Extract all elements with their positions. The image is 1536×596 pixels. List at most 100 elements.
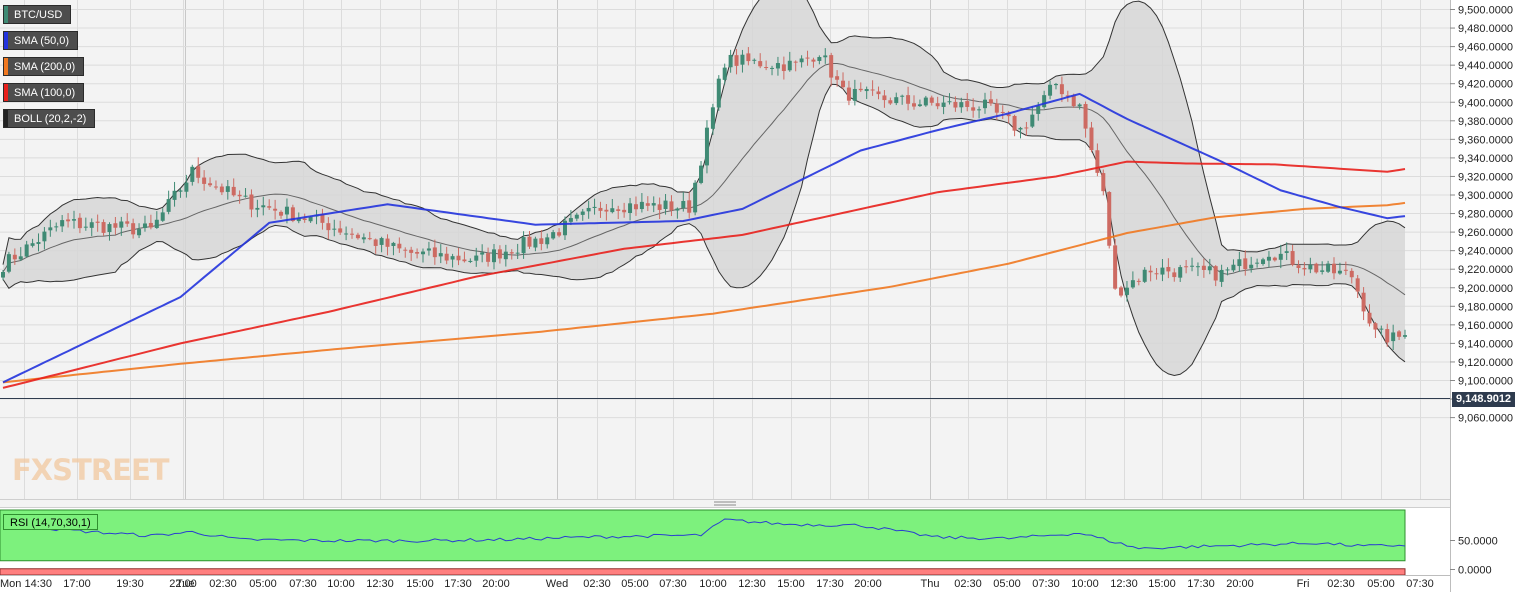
y-tick-label: 9,280.0000 <box>1458 209 1513 221</box>
x-tick-label: Mon 14:30 <box>0 578 52 590</box>
pane-resize-handle[interactable] <box>714 501 736 506</box>
candle <box>450 253 455 268</box>
candle <box>1048 80 1053 100</box>
candle <box>1172 268 1177 282</box>
candle <box>917 99 922 107</box>
candle <box>628 197 633 221</box>
candle <box>1195 262 1200 277</box>
candle <box>1089 121 1094 153</box>
x-tick-label: 15:00 <box>1148 578 1176 590</box>
bollinger-middle <box>2 63 1406 296</box>
candle <box>568 210 573 226</box>
candle <box>89 218 94 237</box>
candle <box>24 240 29 258</box>
y-tick-label: 9,320.0000 <box>1458 171 1513 183</box>
x-tick-label: Tue <box>176 578 195 590</box>
candle <box>83 217 88 231</box>
candle <box>1018 126 1023 139</box>
legend-tag-4[interactable]: BOLL (20,2,-2) <box>3 109 96 128</box>
candle <box>18 247 23 261</box>
y-tick-label: 9,220.0000 <box>1458 264 1513 276</box>
candle <box>273 199 278 220</box>
x-tick-label: 12:30 <box>738 578 766 590</box>
candle <box>817 55 822 65</box>
candle <box>982 92 987 114</box>
candle <box>675 207 680 219</box>
candle <box>1000 105 1005 119</box>
y-tick-label: 9,340.0000 <box>1458 153 1513 165</box>
candle <box>42 227 47 250</box>
candle <box>491 243 496 270</box>
sma-100-line <box>2 160 1406 389</box>
candle <box>515 243 520 260</box>
candle <box>107 222 112 241</box>
bollinger-fill <box>3 0 1405 376</box>
candle <box>1190 257 1195 272</box>
candle <box>154 211 159 229</box>
candle <box>965 93 970 112</box>
x-tick-label: 02:30 <box>1327 578 1355 590</box>
legend-tag-3[interactable]: SMA (100,0) <box>3 83 85 102</box>
rsi-overbought-zone <box>0 509 1406 562</box>
candle <box>36 233 41 252</box>
candle <box>1296 260 1301 274</box>
legend-tag-1[interactable]: SMA (50,0) <box>3 31 79 50</box>
x-tick-label: 20:00 <box>482 578 510 590</box>
candle <box>598 201 603 218</box>
moving-average-lines <box>2 92 1406 389</box>
candle <box>1284 242 1289 261</box>
candle <box>935 96 940 110</box>
candle <box>421 248 426 263</box>
y-tick-label: 9,140.0000 <box>1458 338 1513 350</box>
candle <box>1201 258 1206 278</box>
y-tick-label: 9,360.0000 <box>1458 134 1513 146</box>
candle <box>1355 275 1360 298</box>
candle <box>710 103 715 135</box>
x-tick-label: 10:00 <box>327 578 355 590</box>
candle <box>1243 250 1248 276</box>
candle <box>172 181 177 207</box>
legend-tag-0[interactable]: BTC/USD <box>3 5 72 24</box>
candle <box>912 95 917 110</box>
candle <box>184 174 189 198</box>
legend-tag-2[interactable]: SMA (200,0) <box>3 57 85 76</box>
candle <box>663 193 668 215</box>
candle <box>1326 260 1331 273</box>
candle <box>551 229 556 240</box>
candle <box>1154 268 1159 280</box>
candle <box>497 245 502 264</box>
candle <box>119 216 124 236</box>
x-tick-label: 07:30 <box>1406 578 1434 590</box>
candle <box>225 180 230 200</box>
y-tick-label: 9,120.0000 <box>1458 357 1513 369</box>
candle <box>1124 281 1129 302</box>
legend-label: BOLL (20,2,-2) <box>14 113 87 125</box>
candle <box>1361 287 1366 321</box>
candle <box>645 196 650 212</box>
candle <box>148 214 153 230</box>
bollinger-band <box>2 0 1406 377</box>
candle <box>533 236 538 252</box>
candle <box>12 248 17 265</box>
rsi-legend-label[interactable]: RSI (14,70,30,1) <box>3 514 98 530</box>
candle <box>1095 143 1100 177</box>
x-tick-label: 12:30 <box>1110 578 1138 590</box>
x-tick-label: Thu <box>921 578 940 590</box>
candle <box>409 246 414 261</box>
y-tick-label: 9,400.0000 <box>1458 97 1513 109</box>
candle <box>823 48 828 64</box>
x-tick-label: 15:00 <box>406 578 434 590</box>
candle <box>474 247 479 267</box>
candle <box>166 190 171 215</box>
candle <box>1337 262 1342 275</box>
candle <box>592 198 597 215</box>
candle <box>1349 268 1354 284</box>
current-price-label: 9,148.9012 <box>1452 392 1516 407</box>
candle <box>527 231 532 249</box>
candle <box>545 233 550 249</box>
candle <box>941 95 946 115</box>
pane-divider[interactable] <box>0 499 1450 508</box>
candle <box>54 222 59 232</box>
candle <box>1166 258 1171 279</box>
sma-200-line <box>2 201 1406 384</box>
